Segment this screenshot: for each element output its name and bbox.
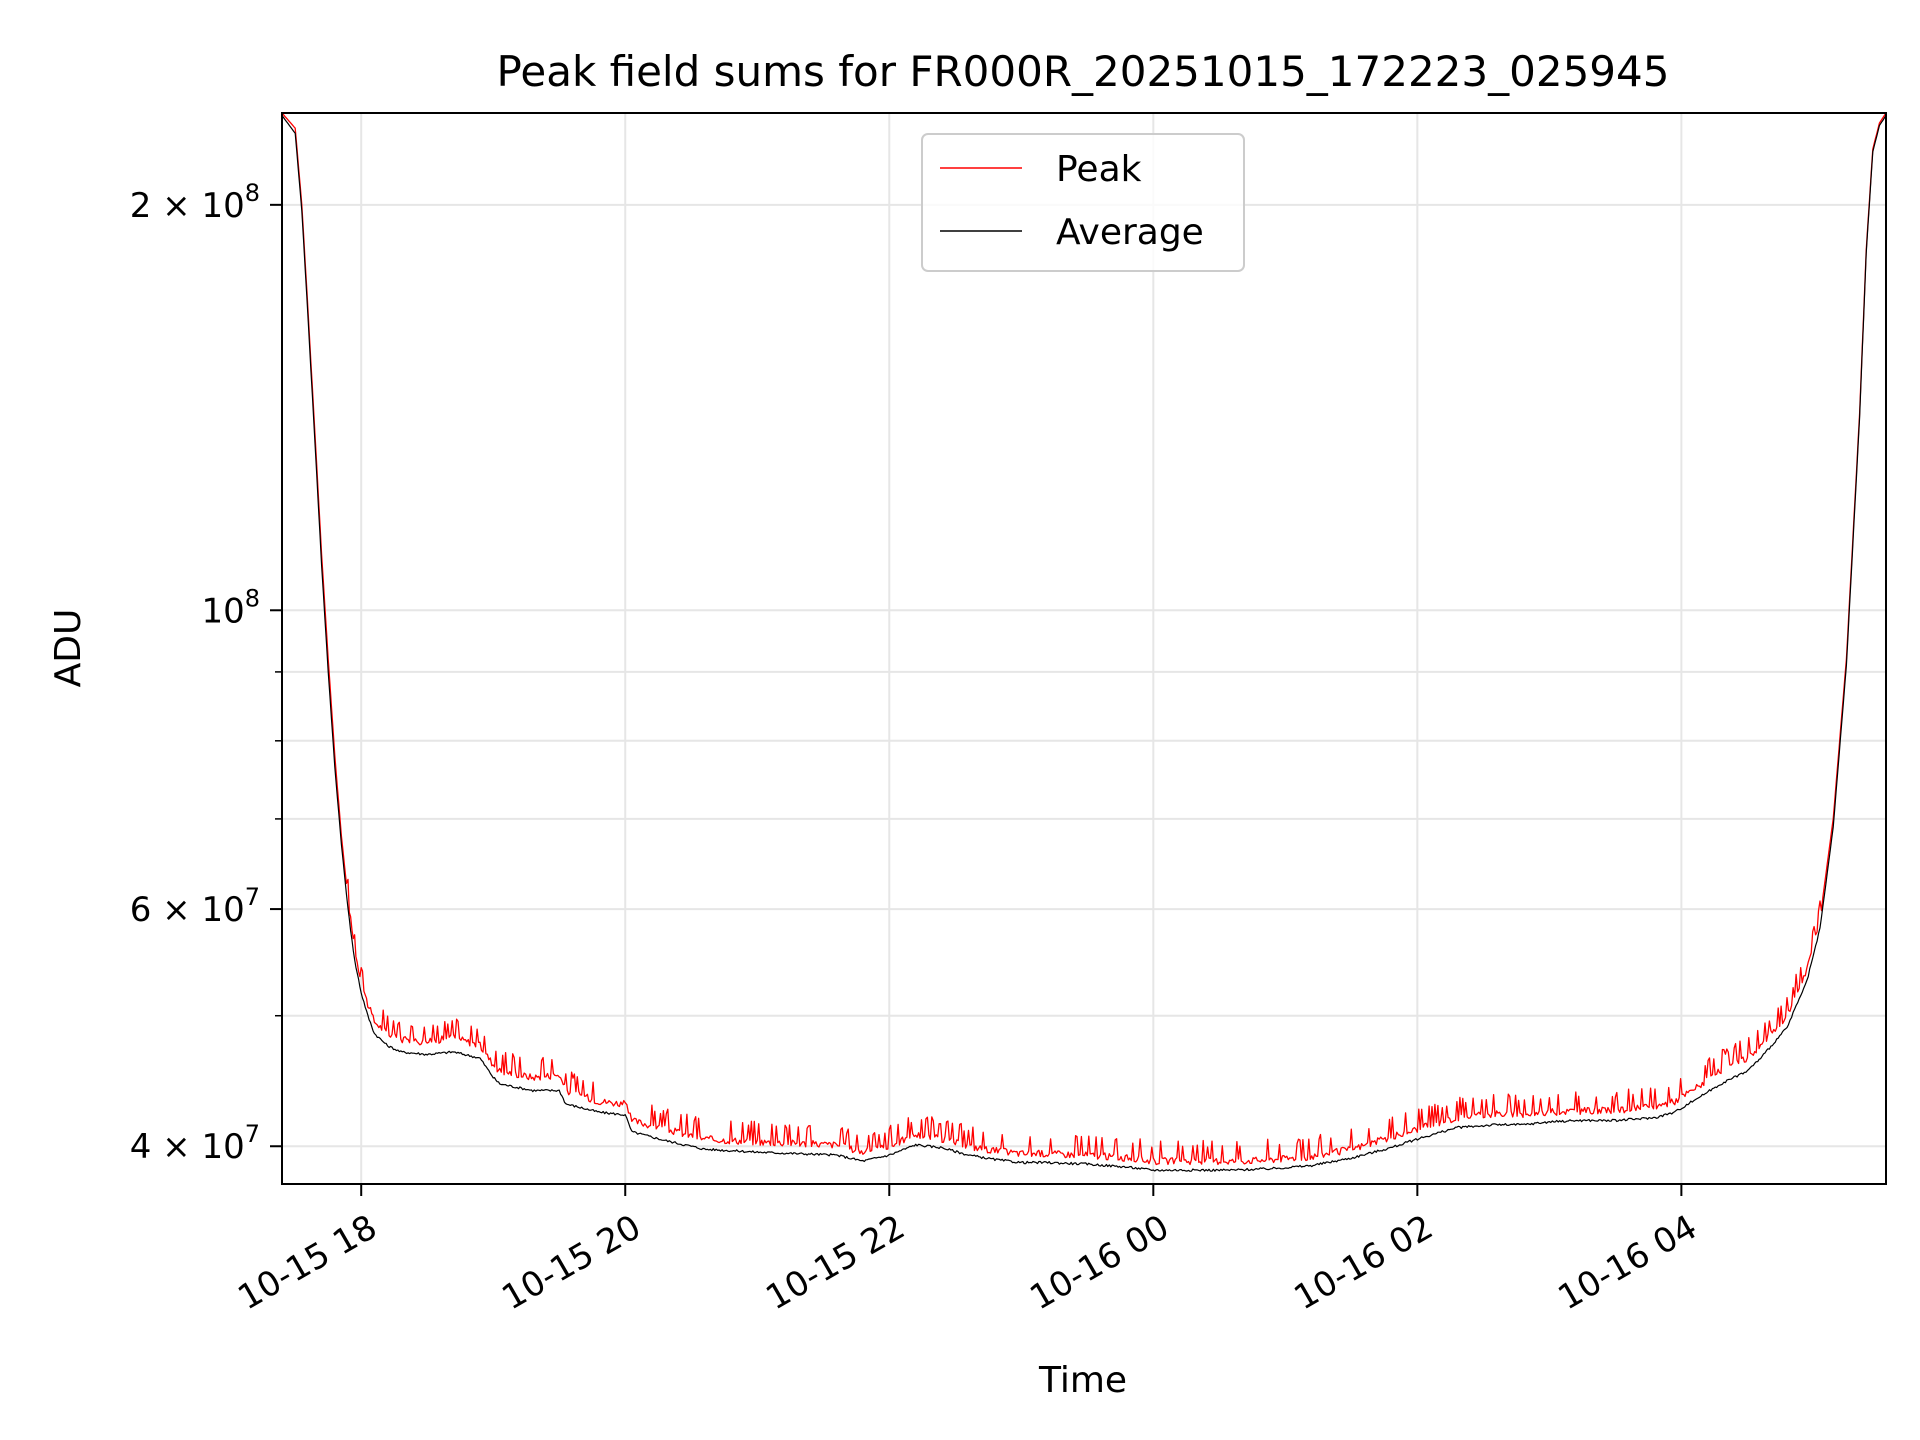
x-axis-label: Time: [1038, 1360, 1127, 1401]
y-tick-label: 4 × 107: [130, 1120, 260, 1167]
legend: Peak Average: [921, 133, 1245, 272]
series-line-average: [281, 115, 1887, 1172]
y-tick-label: 2 × 108: [130, 179, 260, 226]
series-group: [281, 112, 1887, 1172]
legend-label-average: Average: [1056, 212, 1204, 253]
plot-frame: [281, 112, 1887, 1185]
y-tick-label: 6 × 107: [130, 883, 260, 930]
chart-title: Peak field sums for FR000R_20251015_1722…: [497, 47, 1670, 96]
y-axis-label: ADU: [48, 609, 89, 688]
legend-label-peak: Peak: [1056, 149, 1142, 190]
series-line-peak: [281, 112, 1887, 1166]
